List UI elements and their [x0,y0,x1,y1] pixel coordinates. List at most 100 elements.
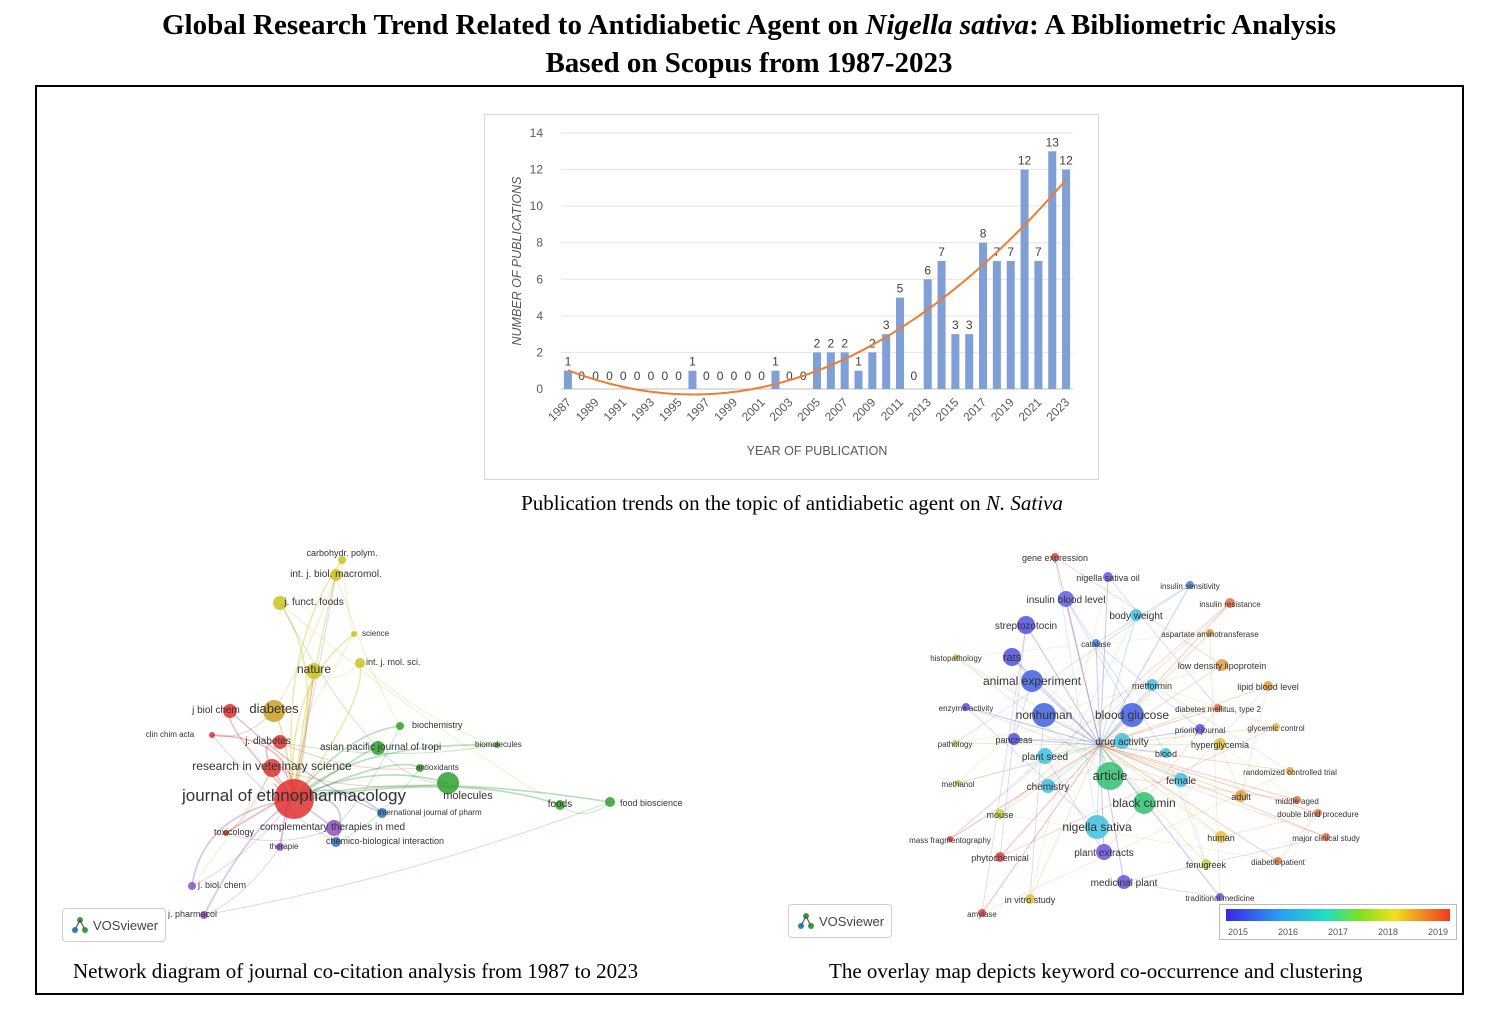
network-label: human [1207,833,1235,843]
network-node [263,759,281,777]
network-label: j biol chem [191,705,240,716]
network-node [978,909,986,917]
x-tick-label: 1993 [628,395,657,424]
network-edge [203,798,295,916]
network-edge [333,725,401,829]
network-node [1161,748,1171,758]
network-edge [1099,744,1242,797]
network-label: blood glucose [1095,708,1169,722]
network-edge [1029,576,1109,900]
x-tick-label: 2015 [933,395,962,424]
network-edge [1219,743,1298,801]
network-node [306,663,322,679]
bar [937,261,946,389]
data-label: 2 [827,336,834,350]
network-node [330,569,342,581]
network-node [952,740,958,746]
y-tick-label: 8 [536,236,543,250]
network-edge [1099,576,1109,746]
vosviewer-badge-left: VOSviewer [62,908,166,942]
network-edge [1011,656,1222,838]
network-edge [999,813,1279,862]
network-label: traditional medicine [1186,894,1255,903]
network-edge [1029,714,1045,900]
network-edge [203,801,611,916]
network-label: female [1166,776,1196,787]
network-label: medicinal plant [1091,878,1158,889]
network-node [1096,844,1112,860]
network-label: article [1093,768,1128,783]
data-label: 1 [565,355,572,369]
network-edge [955,656,1101,746]
x-tick-label: 2021 [1016,395,1045,424]
network-label: fenugreek [1186,860,1227,870]
network-label: phytochemical [971,853,1029,863]
data-label: 0 [717,369,724,383]
bar [826,352,835,389]
network-label: enzyme activity [939,704,994,713]
network-label: diabetes mellitus, type 2 [1175,705,1261,714]
network-edge [1099,744,1298,801]
network-label: biochemistry [412,720,463,730]
network-label: diabetes [249,701,299,716]
bar [840,352,849,389]
data-label: 2 [869,336,876,350]
network-node [995,809,1005,819]
network-node [338,556,346,564]
network-edge [1043,664,1223,716]
bar [882,334,891,389]
network-node [1120,703,1144,727]
network-label: drug activity [1095,737,1148,748]
data-label: 12 [1059,154,1073,168]
network-label: plant seed [1022,752,1068,763]
title-text-b: : A Bibliometric Analysis [1029,9,1336,41]
bar [1034,261,1043,389]
bar [563,370,572,389]
network-node [1037,748,1053,764]
data-label: 0 [911,369,918,383]
network-node [555,800,565,810]
network-node [1103,572,1113,582]
vosviewer-logo-icon [72,917,88,933]
data-label: 0 [592,369,599,383]
title-line-2: Based on Scopus from 1987-2023 [545,47,953,79]
network-edge [949,744,1101,840]
keyword-overlay-panel: gene expression nigella sativa oil insulin… [900,545,1400,925]
network-label: therapie [270,842,299,851]
network-edge [957,744,1101,784]
x-axis-title: YEAR OF PUBLICATION [747,444,888,458]
x-tick-label: 2017 [960,395,989,424]
legend-tick: 2016 [1278,927,1298,937]
network-node [273,596,287,610]
network-node [1216,893,1224,901]
y-tick-label: 4 [536,309,543,323]
network-node [263,700,285,722]
network-edge [1277,812,1319,862]
network-label: major clinical study [1292,834,1360,843]
y-tick-label: 14 [530,126,544,140]
y-tick-label: 0 [536,382,543,396]
y-axis-title: NUMBER OF PUBLICATIONS [510,176,524,346]
network-label: glycemic control [1247,724,1305,733]
network-label: catalase [1081,640,1111,649]
bar [923,279,932,389]
y-tick-label: 2 [536,345,543,359]
network-edge [271,767,449,788]
node-labels: carbohydr. polym. int. j. biol. macromol.… [146,548,683,919]
network-node [1174,773,1188,787]
network-edge [949,755,1046,840]
network-node [1130,609,1142,621]
network-label: research in veterinary science [192,759,352,773]
network-node [274,779,314,819]
network-edge [225,827,335,842]
network-edge [954,742,1101,746]
network-label: streptozotocin [995,621,1057,632]
network-edge [273,559,343,712]
network-node [1274,857,1282,865]
network-label: insulin resistance [1199,600,1261,609]
network-label: antioxidants [416,763,459,772]
network-edge [1025,624,1101,746]
network-label: animal experiment [983,674,1082,688]
x-tick-label: 2001 [739,395,768,424]
